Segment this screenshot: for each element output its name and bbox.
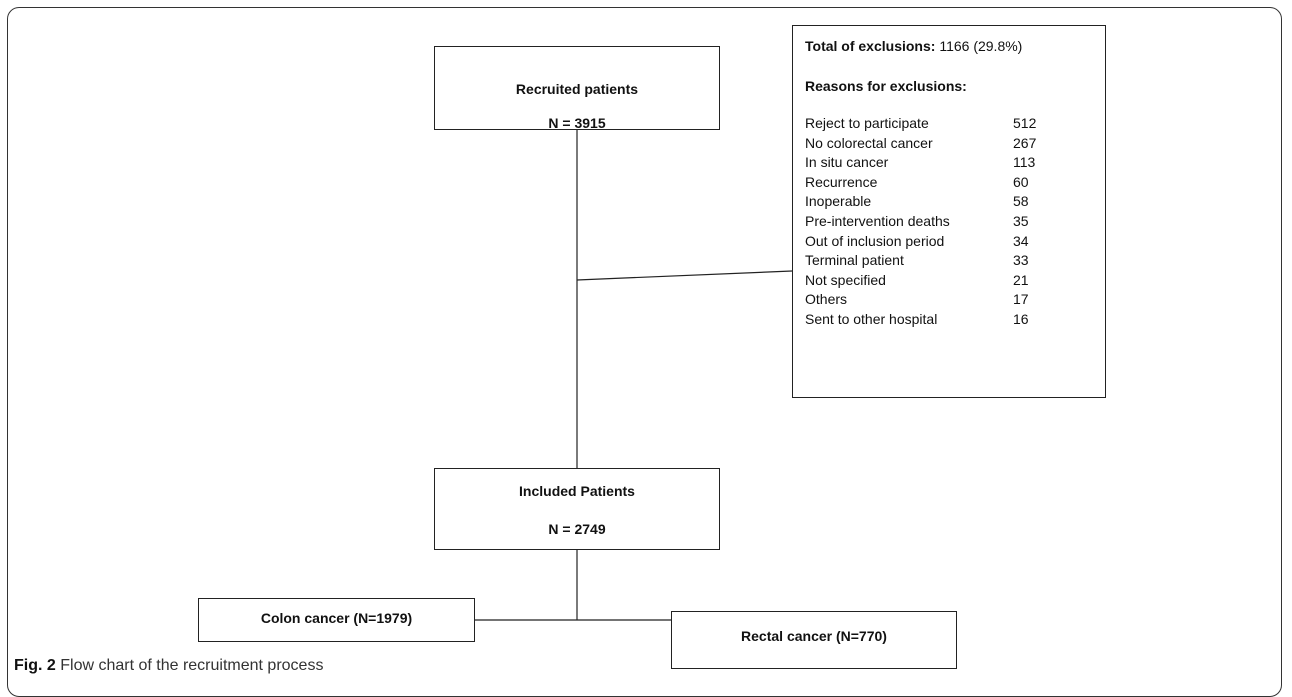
caption-text: Flow chart of the recruitment process [60, 657, 324, 674]
node-label: Colon cancer (N=1979) [260, 610, 413, 626]
reason-label: In situ cancer [805, 154, 889, 171]
caption-label: Fig. 2 [14, 657, 56, 674]
reason-label: Terminal patient [805, 252, 904, 269]
reason-count: 17 [1013, 291, 1029, 308]
node-label: Rectal cancer (N=770) [741, 628, 887, 644]
reason-count: 113 [1013, 154, 1036, 171]
reason-count: 16 [1013, 311, 1029, 327]
reason-label: Reject to participate [805, 115, 929, 131]
reason-label: Sent to other hospital [805, 311, 938, 327]
reason-label: Others [805, 291, 848, 308]
reason-count: 267 [1013, 134, 1037, 151]
reason-label: No colorectal cancer [805, 134, 933, 151]
reason-count: 33 [1013, 252, 1029, 269]
reasons-title: Reasons for exclusions: [805, 78, 967, 94]
node-label: Included Patients [519, 483, 635, 499]
reason-count: 35 [1013, 213, 1029, 229]
reason-label: Pre-intervention deaths [805, 213, 950, 229]
total-label: Total of exclusions: [805, 38, 936, 54]
reason-label: Out of inclusion period [805, 232, 945, 249]
total-value: 1166 (29.8%) [939, 38, 1023, 54]
exclusions-box: Total of exclusions: 1166 (29.8%) Reason… [792, 25, 1106, 398]
caption: Fig. 2 Flow chart of the recruitment pro… [14, 657, 323, 675]
reason-count: 60 [1013, 173, 1029, 190]
connector [576, 270, 793, 281]
reason-count: 512 [1013, 115, 1037, 131]
node-count: N = 3915 [548, 115, 606, 131]
exclusions-total: Total of exclusions: 1166 (29.8%) [805, 38, 1022, 54]
colon-box: Colon cancer (N=1979) [198, 598, 475, 642]
included-box: Included Patients N = 2749 [434, 468, 720, 550]
node-label: Recruited patients [515, 81, 639, 97]
reason-count: 21 [1013, 271, 1029, 288]
reason-count: 34 [1013, 232, 1029, 249]
reason-label: Inoperable [805, 193, 872, 210]
rectal-box: Rectal cancer (N=770) [671, 611, 957, 669]
recruited-box: Recruited patients N = 3915 [434, 46, 720, 131]
reason-count: 58 [1013, 193, 1029, 210]
reason-label: Recurrence [805, 173, 878, 190]
reason-label: Not specified [805, 271, 886, 288]
node-count: N = 2749 [548, 521, 606, 537]
